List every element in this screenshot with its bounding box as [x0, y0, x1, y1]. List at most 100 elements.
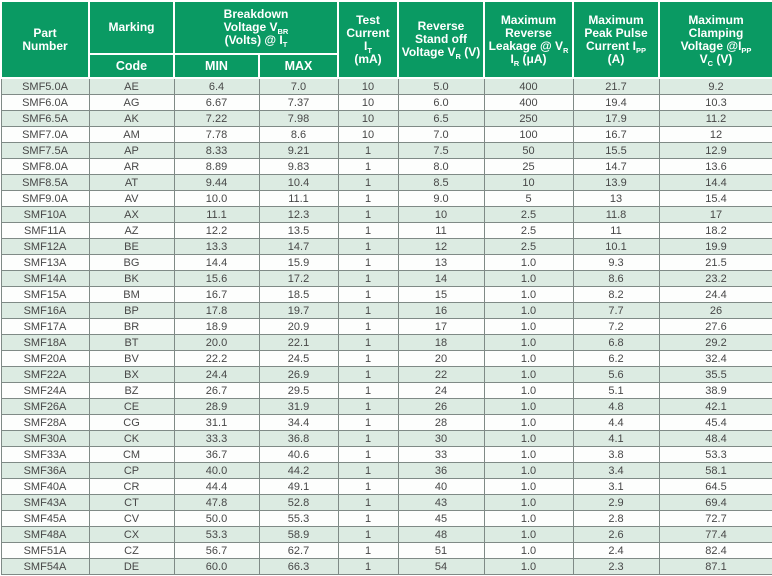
- cell-vbr-max: 8.6: [258, 126, 339, 143]
- cell-vbr-max: 66.3: [258, 558, 339, 575]
- cell-vbr-max: 20.9: [258, 318, 339, 335]
- cell-ir-ua: 1.0: [483, 366, 574, 383]
- cell-vc-v: 13.6: [658, 158, 772, 175]
- cell-part-number: SMF6.5A: [0, 110, 90, 127]
- cell-marking-code: BX: [88, 366, 175, 383]
- cell-vbr-min: 16.7: [173, 286, 260, 303]
- cell-vbr-min: 53.3: [173, 526, 260, 543]
- cell-vc-v: 77.4: [658, 526, 772, 543]
- cell-part-number: SMF45A: [0, 510, 90, 527]
- cell-vr-v: 11: [397, 222, 485, 239]
- cell-part-number: SMF6.0A: [0, 94, 90, 111]
- cell-vc-v: 12.9: [658, 142, 772, 159]
- cell-part-number: SMF7.0A: [0, 126, 90, 143]
- cell-vr-v: 24: [397, 382, 485, 399]
- cell-part-number: SMF17A: [0, 318, 90, 335]
- col-header-marking: Marking: [88, 0, 175, 55]
- cell-ir-ua: 1.0: [483, 478, 574, 495]
- cell-vbr-max: 24.5: [258, 350, 339, 367]
- cell-ipp-a: 6.8: [572, 334, 660, 351]
- cell-vc-v: 48.4: [658, 430, 772, 447]
- cell-vbr-min: 18.9: [173, 318, 260, 335]
- cell-ipp-a: 2.8: [572, 510, 660, 527]
- cell-ipp-a: 2.6: [572, 526, 660, 543]
- cell-part-number: SMF12A: [0, 238, 90, 255]
- cell-test-current-ma: 1: [337, 286, 399, 303]
- cell-ir-ua: 1.0: [483, 350, 574, 367]
- cell-vc-v: 72.7: [658, 510, 772, 527]
- cell-marking-code: CZ: [88, 542, 175, 559]
- cell-test-current-ma: 1: [337, 254, 399, 271]
- cell-vr-v: 54: [397, 558, 485, 575]
- cell-test-current-ma: 1: [337, 478, 399, 495]
- cell-vbr-max: 9.21: [258, 142, 339, 159]
- table-row: SMF8.5A AT 9.44 10.4 1 8.5 10 13.9 14.4: [0, 174, 772, 191]
- cell-vbr-min: 12.2: [173, 222, 260, 239]
- cell-ir-ua: 1.0: [483, 382, 574, 399]
- cell-ipp-a: 9.3: [572, 254, 660, 271]
- table-row: SMF26A CE 28.9 31.9 1 26 1.0 4.8 42.1: [0, 398, 772, 415]
- cell-test-current-ma: 1: [337, 350, 399, 367]
- cell-marking-code: AT: [88, 174, 175, 191]
- cell-vr-v: 28: [397, 414, 485, 431]
- cell-vr-v: 6.5: [397, 110, 485, 127]
- cell-vbr-max: 14.7: [258, 238, 339, 255]
- cell-vbr-min: 36.7: [173, 446, 260, 463]
- cell-vbr-max: 58.9: [258, 526, 339, 543]
- cell-vc-v: 35.5: [658, 366, 772, 383]
- cell-vc-v: 32.4: [658, 350, 772, 367]
- cell-vbr-max: 7.98: [258, 110, 339, 127]
- cell-ipp-a: 6.2: [572, 350, 660, 367]
- cell-test-current-ma: 1: [337, 334, 399, 351]
- cell-vc-v: 82.4: [658, 542, 772, 559]
- cell-ipp-a: 3.1: [572, 478, 660, 495]
- cell-test-current-ma: 1: [337, 206, 399, 223]
- cell-marking-code: BG: [88, 254, 175, 271]
- cell-marking-code: CT: [88, 494, 175, 511]
- cell-ir-ua: 10: [483, 174, 574, 191]
- cell-vr-v: 48: [397, 526, 485, 543]
- cell-part-number: SMF28A: [0, 414, 90, 431]
- cell-ipp-a: 4.4: [572, 414, 660, 431]
- col-header-breakdown-voltage: Breakdown Voltage VBR (Volts) @ IT: [173, 0, 339, 55]
- cell-test-current-ma: 10: [337, 77, 399, 95]
- cell-vbr-min: 44.4: [173, 478, 260, 495]
- cell-vc-v: 21.5: [658, 254, 772, 271]
- cell-marking-code: AR: [88, 158, 175, 175]
- cell-test-current-ma: 10: [337, 94, 399, 111]
- col-header-max-reverse-leakage: Maximum Reverse Leakage @ VR IR (μA): [483, 0, 574, 79]
- cell-marking-code: AG: [88, 94, 175, 111]
- cell-test-current-ma: 1: [337, 526, 399, 543]
- cell-vr-v: 43: [397, 494, 485, 511]
- cell-vbr-max: 9.83: [258, 158, 339, 175]
- cell-vbr-min: 24.4: [173, 366, 260, 383]
- cell-marking-code: AX: [88, 206, 175, 223]
- cell-part-number: SMF13A: [0, 254, 90, 271]
- table-body: SMF5.0A AE 6.4 7.0 10 5.0 400 21.7 9.2 SMF6.0A AG 6…: [0, 77, 772, 575]
- cell-vc-v: 12: [658, 126, 772, 143]
- cell-ipp-a: 2.4: [572, 542, 660, 559]
- cell-ir-ua: 1.0: [483, 254, 574, 271]
- cell-ir-ua: 5: [483, 190, 574, 207]
- table-row: SMF33A CM 36.7 40.6 1 33 1.0 3.8 53.3: [0, 446, 772, 463]
- cell-ir-ua: 1.0: [483, 446, 574, 463]
- cell-vr-v: 16: [397, 302, 485, 319]
- cell-vbr-max: 34.4: [258, 414, 339, 431]
- cell-ipp-a: 7.2: [572, 318, 660, 335]
- cell-ipp-a: 3.8: [572, 446, 660, 463]
- cell-vbr-max: 15.9: [258, 254, 339, 271]
- cell-vr-v: 15: [397, 286, 485, 303]
- cell-part-number: SMF18A: [0, 334, 90, 351]
- cell-vbr-min: 40.0: [173, 462, 260, 479]
- cell-vc-v: 29.2: [658, 334, 772, 351]
- cell-vbr-max: 31.9: [258, 398, 339, 415]
- cell-ipp-a: 5.1: [572, 382, 660, 399]
- cell-test-current-ma: 1: [337, 382, 399, 399]
- cell-vbr-min: 56.7: [173, 542, 260, 559]
- cell-part-number: SMF26A: [0, 398, 90, 415]
- cell-vr-v: 13: [397, 254, 485, 271]
- cell-marking-code: AE: [88, 77, 175, 95]
- cell-part-number: SMF51A: [0, 542, 90, 559]
- cell-ir-ua: 2.5: [483, 222, 574, 239]
